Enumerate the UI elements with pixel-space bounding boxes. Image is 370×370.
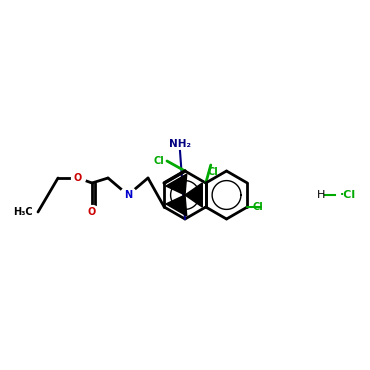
Text: Cl: Cl (252, 202, 263, 212)
Text: NH₂: NH₂ (169, 139, 191, 149)
Text: Cl: Cl (153, 156, 164, 166)
Text: H: H (317, 190, 325, 200)
Text: N: N (124, 190, 132, 200)
Polygon shape (185, 183, 202, 207)
Text: H₃C: H₃C (13, 207, 33, 217)
Text: O: O (88, 207, 96, 217)
Text: ·Cl: ·Cl (340, 190, 356, 200)
Polygon shape (166, 174, 187, 195)
Polygon shape (166, 195, 187, 216)
Text: Cl: Cl (208, 167, 218, 177)
Text: O: O (74, 173, 82, 183)
